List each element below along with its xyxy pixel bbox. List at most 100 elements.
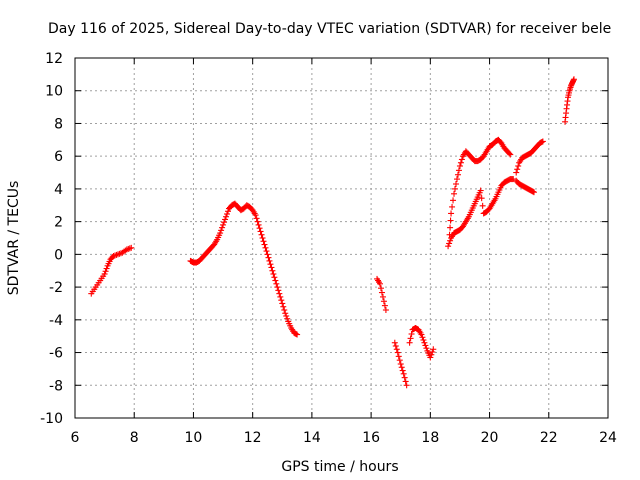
data-point xyxy=(446,240,453,247)
data-point xyxy=(270,271,277,277)
chart-title: Day 116 of 2025, Sidereal Day-to-day VTE… xyxy=(48,21,611,37)
data-point xyxy=(427,354,434,361)
y-tick-label: 4 xyxy=(54,182,63,198)
data-point xyxy=(271,274,278,281)
data-point xyxy=(398,364,405,371)
data-point xyxy=(277,293,284,300)
data-point xyxy=(400,370,407,377)
data-point xyxy=(399,367,406,374)
y-tick-label: -10 xyxy=(40,411,63,427)
data-point xyxy=(255,221,262,228)
x-tick-label: 14 xyxy=(303,430,321,446)
data-point xyxy=(284,315,291,322)
data-point xyxy=(224,208,231,215)
data-point xyxy=(428,351,435,358)
data-point xyxy=(421,339,428,346)
x-axis-label: GPS time / hours xyxy=(281,459,398,475)
y-tick-label: -8 xyxy=(49,378,63,394)
data-point xyxy=(457,159,464,166)
data-point xyxy=(515,163,522,169)
data-point xyxy=(258,231,265,238)
data-point xyxy=(257,228,264,235)
data-point xyxy=(222,216,229,223)
data-point xyxy=(479,202,486,209)
data-point xyxy=(430,346,437,353)
y-tick-label: -2 xyxy=(49,280,63,296)
y-tick-label: 8 xyxy=(54,116,63,132)
data-point xyxy=(392,343,399,349)
data-point xyxy=(224,211,231,217)
data-point xyxy=(283,313,290,319)
data-point xyxy=(273,280,280,287)
data-point xyxy=(219,224,226,231)
data-point xyxy=(267,261,274,268)
data-point xyxy=(266,257,273,264)
data-point xyxy=(268,264,275,271)
data-point xyxy=(530,189,537,196)
data-point xyxy=(455,167,462,174)
data-point xyxy=(452,185,459,192)
data-point xyxy=(458,156,465,163)
data-point xyxy=(445,243,452,250)
data-points xyxy=(88,76,577,389)
data-point xyxy=(391,339,398,346)
data-point xyxy=(264,251,271,258)
data-point xyxy=(294,331,301,338)
data-point xyxy=(279,300,286,307)
data-point xyxy=(450,197,457,204)
data-point xyxy=(449,203,456,210)
data-point xyxy=(447,217,454,224)
data-point xyxy=(397,361,404,367)
x-tick-label: 24 xyxy=(599,430,617,446)
y-tick-label: -6 xyxy=(49,346,63,362)
data-point xyxy=(448,210,455,217)
data-point xyxy=(429,349,436,355)
data-point xyxy=(506,150,513,157)
data-point xyxy=(381,302,388,309)
data-point xyxy=(263,248,270,255)
data-point xyxy=(396,357,403,364)
data-point xyxy=(101,271,108,277)
data-point xyxy=(447,237,454,244)
data-point xyxy=(395,353,402,360)
data-point xyxy=(265,254,272,261)
x-tick-label: 18 xyxy=(421,430,439,446)
data-point xyxy=(513,169,520,176)
data-point xyxy=(220,221,227,228)
data-point xyxy=(256,225,263,232)
y-tick-labels: -10 -8 -6 -4 -2 0 2 4 6 8 10 12 xyxy=(40,51,63,427)
data-point xyxy=(379,293,386,300)
data-point xyxy=(278,297,285,304)
data-point xyxy=(223,213,230,220)
grid xyxy=(75,58,608,418)
data-point xyxy=(376,280,383,287)
x-tick-label: 6 xyxy=(71,430,80,446)
data-point xyxy=(261,241,268,248)
y-tick-label: 2 xyxy=(54,215,63,231)
data-point xyxy=(420,337,427,343)
data-point xyxy=(221,219,228,226)
data-point xyxy=(102,268,109,275)
data-point xyxy=(419,334,426,341)
data-point xyxy=(217,230,224,237)
data-point xyxy=(570,76,577,83)
data-point xyxy=(451,190,458,197)
x-tick-label: 8 xyxy=(130,430,139,446)
data-point xyxy=(478,195,485,202)
data-point xyxy=(275,287,282,294)
data-point xyxy=(252,212,259,219)
y-tick-label: 6 xyxy=(54,149,63,165)
data-point xyxy=(477,187,484,194)
data-point xyxy=(394,349,401,356)
data-point xyxy=(260,238,267,245)
x-tick-labels: 6 8 10 12 14 16 18 20 22 24 xyxy=(71,430,617,446)
data-point xyxy=(422,342,429,349)
data-point xyxy=(218,227,225,234)
data-point xyxy=(262,244,269,251)
y-tick-label: 12 xyxy=(45,51,63,67)
data-point xyxy=(377,285,384,292)
y-tick-label: 0 xyxy=(54,247,63,263)
data-point xyxy=(282,310,289,317)
